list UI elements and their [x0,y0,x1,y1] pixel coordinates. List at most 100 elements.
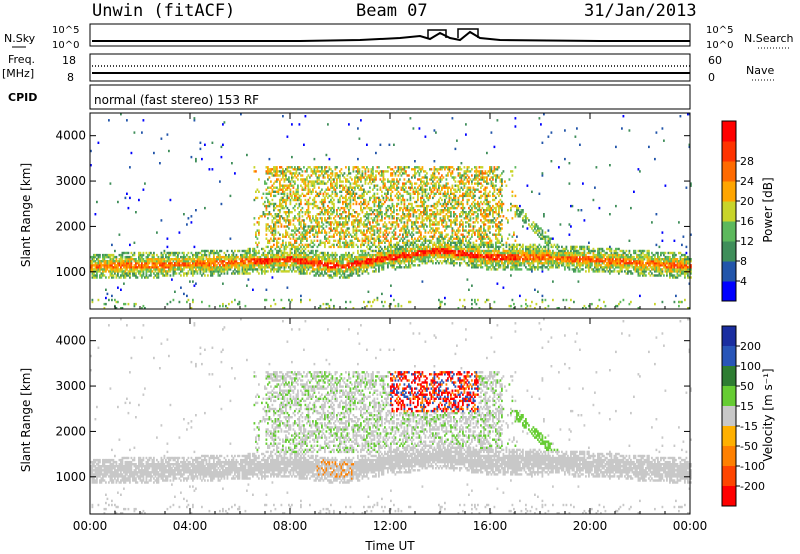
power-cell [111,270,113,273]
power-cell [315,174,317,177]
power-cell [187,264,190,267]
power-cell [405,229,407,232]
power-cell [210,251,212,255]
power-cell [340,255,343,259]
power-cell [120,288,122,291]
power-cell [316,170,319,173]
power-cell [439,239,442,242]
power-cell [427,231,430,234]
power-cell [372,262,374,265]
power-cell [339,262,341,265]
power-cell [403,215,406,218]
power-cell [334,174,337,177]
power-cell [384,258,386,261]
power-cell [420,188,422,191]
power-cell [256,188,259,191]
power-cell [283,262,286,265]
power-cell [276,255,278,259]
power-cell [444,296,446,300]
power-cell [339,190,341,193]
power-cell [454,176,457,179]
power-cell [292,260,295,263]
power-cell [421,260,424,263]
power-cell [295,239,298,242]
power-cell [373,213,376,216]
power-cell [253,255,256,259]
power-cell [111,294,113,298]
power-cell [393,209,395,212]
power-cell [391,215,394,218]
power-cell [387,253,389,257]
power-cell [435,245,437,249]
power-cell [285,241,287,244]
power-cell [156,268,158,271]
power-cell [303,188,305,191]
power-cell [204,143,206,146]
power-cell [252,262,254,265]
power-cell [370,217,373,220]
power-cell [300,237,302,240]
power-cell [364,178,367,181]
power-cell [351,221,353,224]
power-cell [342,266,344,269]
power-cell [366,213,368,216]
power-cell [393,237,395,240]
power-cell [373,176,376,179]
power-cell [318,225,320,228]
power-cell [135,262,137,265]
power-cell [366,245,368,249]
power-cell [145,264,148,267]
power-cell [393,170,395,173]
power-cell [259,268,262,271]
power-cell [390,182,392,185]
power-cell [342,258,344,261]
power-cell [333,178,335,181]
power-cell [369,247,371,251]
power-cell [375,151,377,155]
power-cell [244,249,247,253]
power-cell [321,241,323,244]
power-cell [331,262,334,265]
power-cell [166,274,169,277]
power-cell [142,268,145,271]
power-cell [232,253,235,257]
power-cell [373,194,376,198]
power-cell [235,270,238,273]
power-cell [273,239,275,242]
power-cell [144,262,146,265]
power-cell [223,121,226,124]
power-cell [306,237,308,240]
power-cell [255,251,257,255]
power-cell [420,180,422,183]
power-cell [327,237,329,240]
power-cell [166,258,169,261]
power-cell [421,188,424,191]
power-cell [424,229,427,232]
power-cell [255,241,257,244]
power-cell [111,298,113,302]
power-cell [442,204,445,208]
power-cell [316,245,319,249]
power-cell [369,245,371,249]
power-cell [391,260,394,263]
power-cell [300,245,302,249]
power-cell [396,204,398,208]
power-cell [178,272,181,275]
power-cell [310,184,313,187]
power-cell [252,258,254,261]
power-cell [375,264,377,267]
power-cell [316,204,319,208]
power-cell [355,264,358,267]
power-cell [217,253,220,257]
power-cell [357,270,359,273]
power-cell [217,266,220,269]
power-cell [205,249,208,253]
power-cell [388,215,391,218]
power-cell [220,255,223,259]
power-cell [445,251,448,255]
power-cell [363,239,365,242]
power-cell [376,258,379,261]
power-cell [313,204,316,208]
power-cell [96,200,98,204]
power-cell [195,264,197,267]
